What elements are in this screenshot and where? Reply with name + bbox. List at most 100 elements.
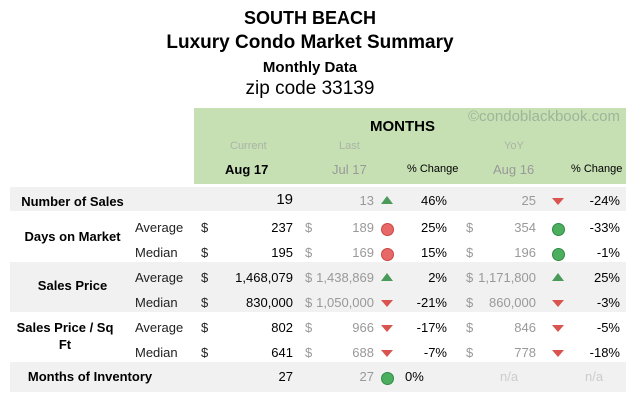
current-label: Current: [230, 140, 267, 152]
row-sublabel: Median: [135, 295, 178, 310]
currency-sign: $: [466, 270, 474, 285]
current-value: 830,000: [246, 295, 293, 310]
last-pct-change: 25%: [420, 220, 447, 235]
circle-green-icon: [552, 223, 565, 236]
triangle-down-red-icon: [552, 350, 564, 357]
last-pct-change: -7%: [423, 345, 447, 360]
triangle-down-red-icon: [552, 325, 564, 332]
label-sales-price: Sales Price: [37, 278, 108, 293]
months-header: [194, 108, 626, 184]
last-value: 1,438,869: [316, 270, 374, 285]
circle-green-icon: [552, 248, 565, 261]
currency-sign: $: [201, 295, 209, 310]
current-value: 802: [271, 320, 293, 335]
watermark: ©condoblackbook.com: [468, 108, 620, 125]
last-value: 189: [352, 220, 374, 235]
current-value: 641: [271, 345, 293, 360]
title-zip: zip code 33139: [245, 78, 375, 99]
yoy-pct-change: -1%: [596, 245, 620, 260]
row-sublabel: Average: [135, 220, 184, 235]
currency-sign: $: [466, 295, 474, 310]
row-band: [10, 187, 626, 211]
yoy-value: 354: [514, 220, 536, 235]
row-sublabel: Median: [135, 245, 178, 260]
yoy-pct-change: -24%: [589, 193, 620, 208]
months-label: MONTHS: [370, 118, 435, 135]
row-sublabel: Average: [135, 270, 184, 285]
label-sales-price-sqft: Sales Price / Sq Ft: [16, 320, 114, 352]
currency-sign: $: [305, 270, 313, 285]
circle-red-icon: [381, 248, 394, 261]
yoy-value: 1,171,800: [478, 270, 536, 285]
row-band: [10, 262, 626, 312]
last-pct-change: 0%: [405, 369, 424, 384]
currency-sign: $: [466, 220, 474, 235]
currency-sign: $: [466, 245, 474, 260]
pct-change-header: % Change: [407, 163, 459, 175]
current-value: 19: [276, 191, 293, 208]
yoy-pct-change: n/a: [585, 369, 604, 384]
currency-sign: $: [201, 245, 209, 260]
last-value: 13: [359, 193, 374, 208]
currency-sign: $: [305, 345, 313, 360]
last-value: 1,050,000: [316, 295, 374, 310]
triangle-down-red-icon: [381, 325, 393, 332]
triangle-down-red-icon: [381, 300, 393, 307]
last-value: 688: [352, 345, 374, 360]
yoy-value: 25: [521, 193, 536, 208]
yoy-month: Aug 16: [493, 162, 535, 177]
yoy-pct-change: -33%: [589, 220, 620, 235]
yoy-value: n/a: [500, 369, 519, 384]
currency-sign: $: [466, 320, 474, 335]
last-label: Last: [339, 140, 360, 152]
current-value: 195: [271, 245, 293, 260]
triangle-down-red-icon: [381, 350, 393, 357]
triangle-up-green-icon: [381, 273, 393, 281]
label-months-of-inventory: Months of Inventory: [27, 369, 153, 384]
triangle-down-red-icon: [552, 198, 564, 205]
current-value: 27: [278, 369, 293, 384]
yoy-label: YoY: [504, 140, 524, 152]
last-pct-change: 2%: [428, 270, 447, 285]
circle-red-icon: [381, 223, 394, 236]
last-value: 169: [352, 245, 374, 260]
currency-sign: $: [201, 220, 209, 235]
yoy-value: 846: [514, 320, 536, 335]
currency-sign: $: [305, 220, 313, 235]
current-value: 1,468,079: [235, 270, 293, 285]
title-subtitle: Luxury Condo Market Summary: [166, 32, 454, 53]
yoy-value: 196: [514, 245, 536, 260]
label-number-of-sales: Number of Sales: [21, 194, 124, 209]
pct-change-yoy-header: % Change: [571, 163, 623, 175]
current-month: Aug 17: [225, 162, 269, 177]
currency-sign: $: [466, 345, 474, 360]
title-area: SOUTH BEACH: [243, 8, 376, 28]
currency-sign: $: [305, 320, 313, 335]
last-value: 966: [352, 320, 374, 335]
triangle-up-green-icon: [552, 273, 564, 281]
last-value: 27: [359, 369, 374, 384]
last-month: Jul 17: [332, 162, 367, 177]
triangle-down-red-icon: [552, 300, 564, 307]
title-frequency: Monthly Data: [262, 59, 358, 76]
row-sublabel: Average: [135, 320, 184, 335]
yoy-value: 778: [514, 345, 536, 360]
current-value: 237: [271, 220, 293, 235]
currency-sign: $: [201, 345, 209, 360]
currency-sign: $: [305, 245, 313, 260]
last-pct-change: -17%: [416, 320, 447, 335]
row-band: [10, 362, 626, 392]
last-pct-change: 46%: [420, 193, 447, 208]
label-days-on-market: Days on Market: [24, 229, 121, 244]
yoy-pct-change: -18%: [589, 345, 620, 360]
currency-sign: $: [201, 320, 209, 335]
circle-green-icon: [381, 372, 394, 385]
currency-sign: $: [201, 270, 209, 285]
last-pct-change: 15%: [420, 245, 447, 260]
yoy-pct-change: -3%: [596, 295, 620, 310]
yoy-value: 860,000: [489, 295, 536, 310]
currency-sign: $: [305, 295, 313, 310]
triangle-up-green-icon: [381, 196, 393, 204]
row-sublabel: Median: [135, 345, 178, 360]
last-pct-change: -21%: [416, 295, 447, 310]
